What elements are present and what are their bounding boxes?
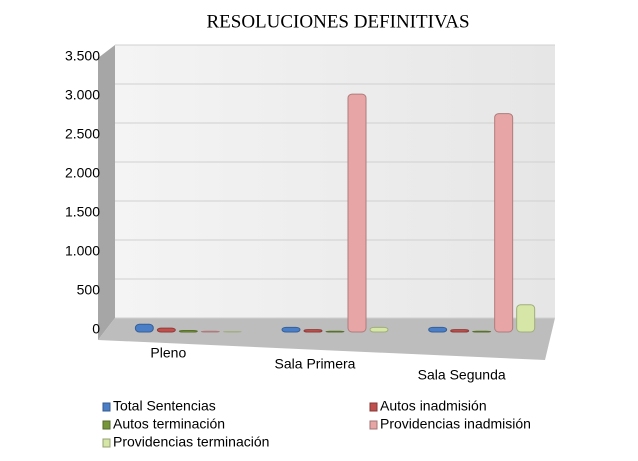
bar xyxy=(450,329,470,333)
side-wall xyxy=(98,45,115,340)
back-wall xyxy=(115,45,555,318)
bar xyxy=(281,326,301,333)
bar xyxy=(494,113,514,333)
y-tick-label: 2.500 xyxy=(65,126,100,142)
bar xyxy=(200,330,220,333)
bar xyxy=(325,330,345,333)
bar xyxy=(134,323,154,333)
legend-swatch xyxy=(369,420,378,430)
bar xyxy=(428,326,448,333)
legend-swatch xyxy=(102,420,111,430)
y-tick-label: 500 xyxy=(77,282,101,298)
x-tick-label: Sala Segunda xyxy=(418,367,506,383)
bar xyxy=(516,304,536,333)
bar xyxy=(303,329,323,333)
bar xyxy=(369,326,389,333)
chart-title: RESOLUCIONES DEFINITIVAS xyxy=(206,11,469,32)
y-tick-label: 1.500 xyxy=(65,204,100,220)
legend-label: Providencias terminación xyxy=(113,434,269,450)
legend-swatch xyxy=(369,402,378,412)
y-tick-label: 1.000 xyxy=(65,243,100,259)
y-tick-label: 3.000 xyxy=(65,87,100,103)
x-tick-label: Pleno xyxy=(150,345,186,361)
legend-label: Total Sentencias xyxy=(113,398,216,414)
bar xyxy=(347,93,367,333)
legend-label: Autos terminación xyxy=(113,416,225,432)
y-tick-label: 0 xyxy=(92,321,100,337)
bar xyxy=(472,330,492,333)
legend-label: Providencias inadmisión xyxy=(380,416,531,432)
bar xyxy=(178,329,198,333)
bar xyxy=(156,327,176,333)
legend-swatch xyxy=(102,402,111,412)
y-tick-label: 2.000 xyxy=(65,165,100,181)
legend-label: Autos inadmisión xyxy=(380,398,487,414)
x-tick-label: Sala Primera xyxy=(275,356,356,372)
y-tick-label: 3.500 xyxy=(65,48,100,64)
legend-swatch xyxy=(102,438,111,448)
